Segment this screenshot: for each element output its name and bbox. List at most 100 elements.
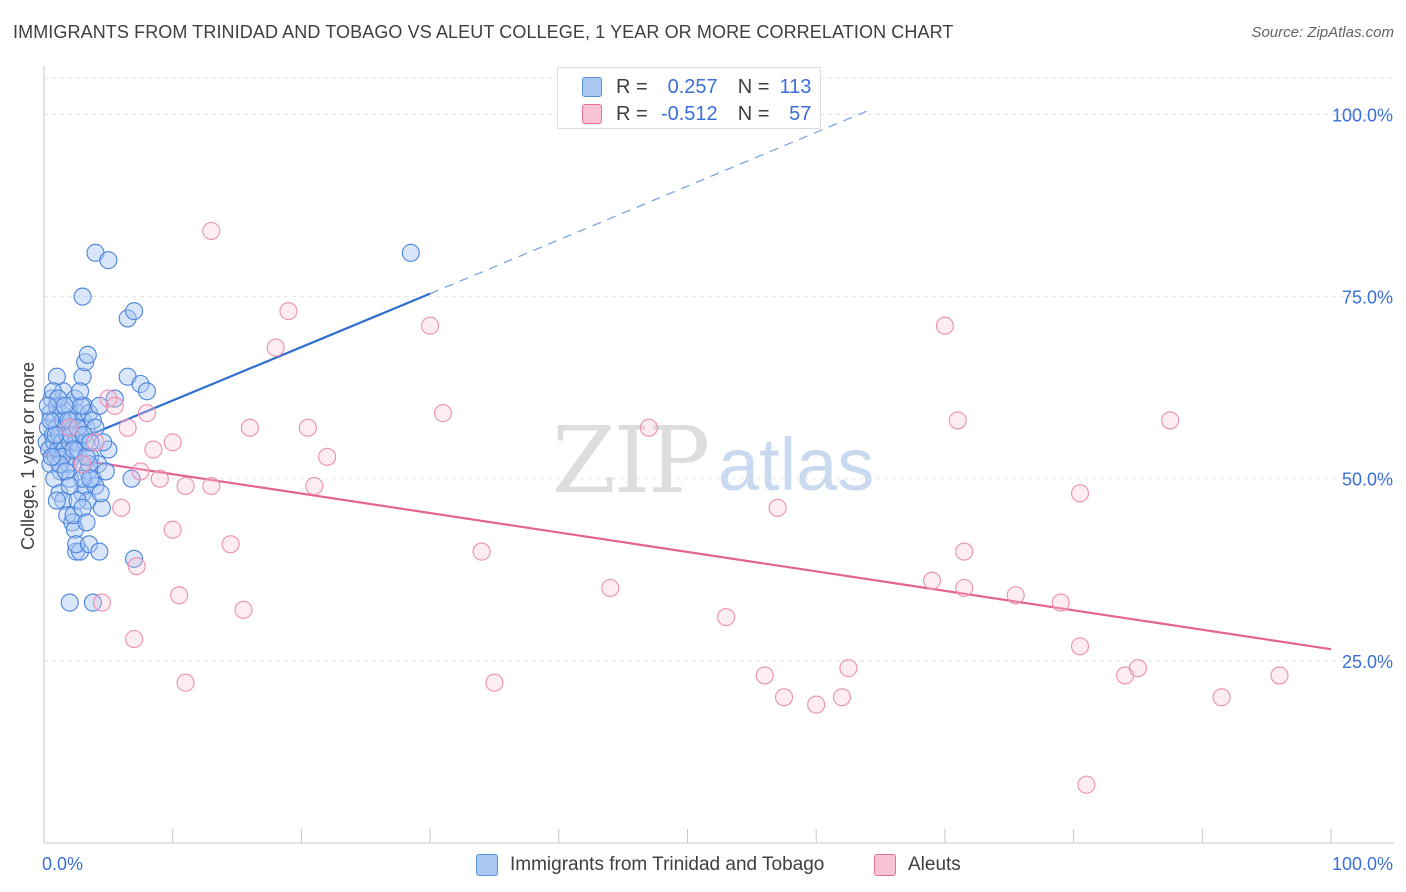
legend-swatch-immigrants	[582, 77, 602, 97]
aleuts-point	[118, 418, 137, 437]
immigrants-point	[68, 418, 87, 437]
aleuts-point	[1128, 659, 1147, 678]
aleuts-point	[298, 418, 317, 437]
aleuts-point	[131, 462, 150, 481]
y-tick-label: 50.0%	[1342, 470, 1393, 490]
immigrants-point	[38, 396, 57, 415]
legend-r-label: R =	[616, 75, 648, 98]
aleuts-point	[176, 476, 195, 496]
aleuts-point	[955, 578, 974, 598]
aleuts-point	[99, 389, 118, 408]
immigrants-point	[125, 549, 144, 568]
aleuts-point	[774, 688, 794, 707]
immigrants-trend-line	[43, 292, 431, 455]
aleuts-point	[922, 571, 942, 590]
watermark-zip: ZIP	[552, 407, 708, 514]
immigrants-point	[81, 469, 100, 488]
immigrants-point	[52, 447, 72, 466]
aleuts-point	[125, 629, 144, 649]
x-tick-label: 0.0%	[42, 854, 83, 874]
immigrants-point	[72, 396, 91, 415]
aleuts-point	[137, 404, 157, 423]
bottom-legend-swatch-immigrants	[476, 854, 498, 876]
immigrants-point	[94, 433, 113, 452]
immigrants-point	[47, 367, 66, 386]
immigrants-point	[92, 498, 111, 517]
immigrants-point	[91, 484, 110, 503]
chart-title: IMMIGRANTS FROM TRINIDAD AND TOBAGO VS A…	[13, 22, 954, 42]
immigrants-point	[90, 396, 109, 415]
legend-n-label: N =	[737, 102, 770, 125]
bottom-legend-label-immigrants: Immigrants from Trinidad and Tobago	[510, 854, 825, 875]
immigrants-point	[401, 243, 420, 262]
immigrants-point	[61, 425, 81, 445]
aleuts-point	[421, 316, 440, 335]
source-label: Source: ZipAtlas.com	[1251, 24, 1394, 41]
aleuts-point	[163, 520, 182, 539]
aleuts-point	[234, 600, 253, 619]
aleuts-point	[92, 593, 111, 612]
aleuts-point	[1070, 484, 1090, 503]
immigrants-point	[49, 389, 68, 408]
immigrants-point	[79, 535, 99, 554]
bottom-legend-label-aleuts: Aleuts	[908, 854, 961, 875]
immigrants-point	[81, 433, 100, 452]
aleuts-point	[221, 535, 240, 554]
immigrants-point	[96, 462, 115, 481]
aleuts-point	[1161, 411, 1180, 430]
legend-row-aleuts: R = -0.512 N = 57	[582, 102, 811, 126]
y-tick-label: 100.0%	[1332, 105, 1393, 125]
aleuts-point	[807, 695, 826, 714]
aleuts-point	[948, 411, 967, 430]
immigrants-trend-extension	[429, 110, 868, 295]
aleuts-point	[1051, 593, 1070, 612]
aleuts-point	[955, 542, 974, 561]
aleuts-point	[150, 469, 169, 488]
immigrants-point	[46, 425, 65, 445]
aleuts-point	[755, 666, 774, 685]
immigrants-point	[90, 542, 109, 561]
aleuts-point	[318, 447, 337, 466]
bottom-legend-swatch-aleuts	[874, 854, 896, 876]
aleuts-point	[279, 302, 298, 321]
watermark-atlas: atlas	[718, 423, 874, 506]
aleuts-point	[639, 418, 658, 437]
aleuts-point	[240, 418, 259, 437]
aleuts-point	[144, 440, 163, 459]
immigrants-point	[76, 353, 95, 372]
immigrants-point	[59, 411, 78, 430]
aleuts-point	[472, 542, 491, 561]
legend-row-immigrants: R = 0.257 N = 113	[582, 75, 811, 99]
aleuts-point	[73, 455, 92, 474]
aleuts-trend-line	[43, 453, 1332, 651]
y-tick-label: 25.0%	[1342, 652, 1393, 672]
immigrants-point	[79, 455, 99, 474]
legend-swatch-aleuts	[582, 104, 602, 124]
aleuts-point	[112, 498, 131, 517]
aleuts-point	[163, 433, 182, 452]
aleuts-point	[935, 316, 954, 335]
aleuts-point	[1212, 688, 1231, 707]
aleuts-point	[839, 659, 858, 678]
immigrants-point	[78, 345, 97, 364]
stats-legend: R = 0.257 N = 113 R = -0.512 N = 57	[557, 67, 821, 129]
immigrants-point	[118, 309, 137, 328]
immigrants-point	[122, 469, 141, 488]
immigrants-point	[51, 462, 70, 481]
x-tick-label: 100.0%	[1332, 854, 1393, 874]
bottom-legend-immigrants: Immigrants from Trinidad and Tobago	[476, 852, 824, 878]
aleuts-point	[832, 688, 851, 707]
y-tick-label: 75.0%	[1342, 288, 1393, 308]
aleuts-point	[60, 418, 79, 437]
aleuts-point	[1070, 637, 1090, 656]
immigrants-point	[137, 382, 157, 401]
legend-r-value: -0.512	[660, 102, 718, 125]
immigrants-point	[60, 593, 79, 612]
aleuts-point	[433, 404, 453, 423]
immigrants-point	[47, 491, 66, 510]
immigrants-point	[42, 447, 61, 466]
immigrants-point	[70, 382, 90, 401]
immigrants-point	[65, 520, 84, 539]
aleuts-point	[1006, 586, 1025, 605]
